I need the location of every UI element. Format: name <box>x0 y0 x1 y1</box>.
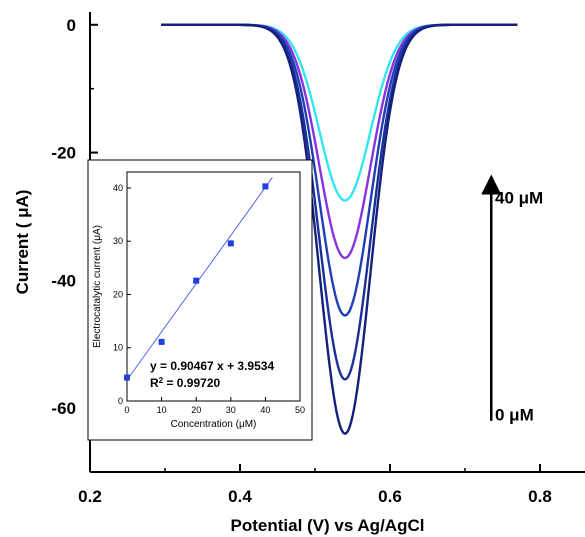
fit-equation: y = 0.90467 x + 3.9534 <box>150 359 274 373</box>
x-tick-label: 0.8 <box>528 487 552 506</box>
r-squared-symbol: R <box>150 376 159 390</box>
y-axis-title: Current ( μA) <box>13 190 32 295</box>
inset-y-tick-label: 30 <box>113 236 123 246</box>
inset-data-point <box>227 240 234 247</box>
y-tick-label: -40 <box>51 271 76 290</box>
inset-data-point <box>193 277 200 284</box>
inset-panel <box>87 159 313 441</box>
inset-data-point <box>262 183 269 190</box>
r-squared-exponent: 2 <box>159 376 164 385</box>
inset-data-point <box>158 338 165 345</box>
inset-plot-frame <box>126 171 301 402</box>
y-tick-label: 0 <box>67 16 76 35</box>
inset-x-tick-label: 20 <box>191 405 201 415</box>
y-tick-label: -20 <box>51 144 76 163</box>
x-tick-label: 0.2 <box>78 487 102 506</box>
inset-x-tick-label: 10 <box>157 405 167 415</box>
x-tick-label: 0.6 <box>378 487 402 506</box>
y-tick-label: -60 <box>51 399 76 418</box>
inset-x-tick-label: 50 <box>295 405 305 415</box>
r-squared-value: = 0.99720 <box>163 376 220 390</box>
inset-x-axis-title: Concentration (μM) <box>171 419 257 430</box>
inset-y-tick-label: 10 <box>113 343 123 353</box>
inset-y-tick-label: 20 <box>113 289 123 299</box>
concentration-label: 40 μM <box>495 188 543 207</box>
inset-data-point <box>124 374 130 381</box>
main-series-group <box>161 23 518 435</box>
x-axis-title: Potential (V) vs Ag/AgCl <box>231 516 425 535</box>
inset-x-tick-label: 40 <box>260 405 270 415</box>
voltammogram-series-line <box>161 23 518 435</box>
inset-y-tick-label: 0 <box>118 396 123 406</box>
x-tick-label: 0.4 <box>228 487 252 506</box>
inset-y-tick-label: 40 <box>113 183 123 193</box>
concentration-label: 0 μM <box>495 406 534 425</box>
inset-y-axis-title: Electrocatalytic current (μA) <box>92 225 103 348</box>
main-annotations: 40 μM 0 μM <box>481 174 543 425</box>
inset-x-tick-label: 30 <box>226 405 236 415</box>
inset-fit-line <box>126 177 273 381</box>
r-squared-label: R2 = 0.99720 <box>150 376 221 391</box>
inset-x-tick-label: 0 <box>124 405 129 415</box>
